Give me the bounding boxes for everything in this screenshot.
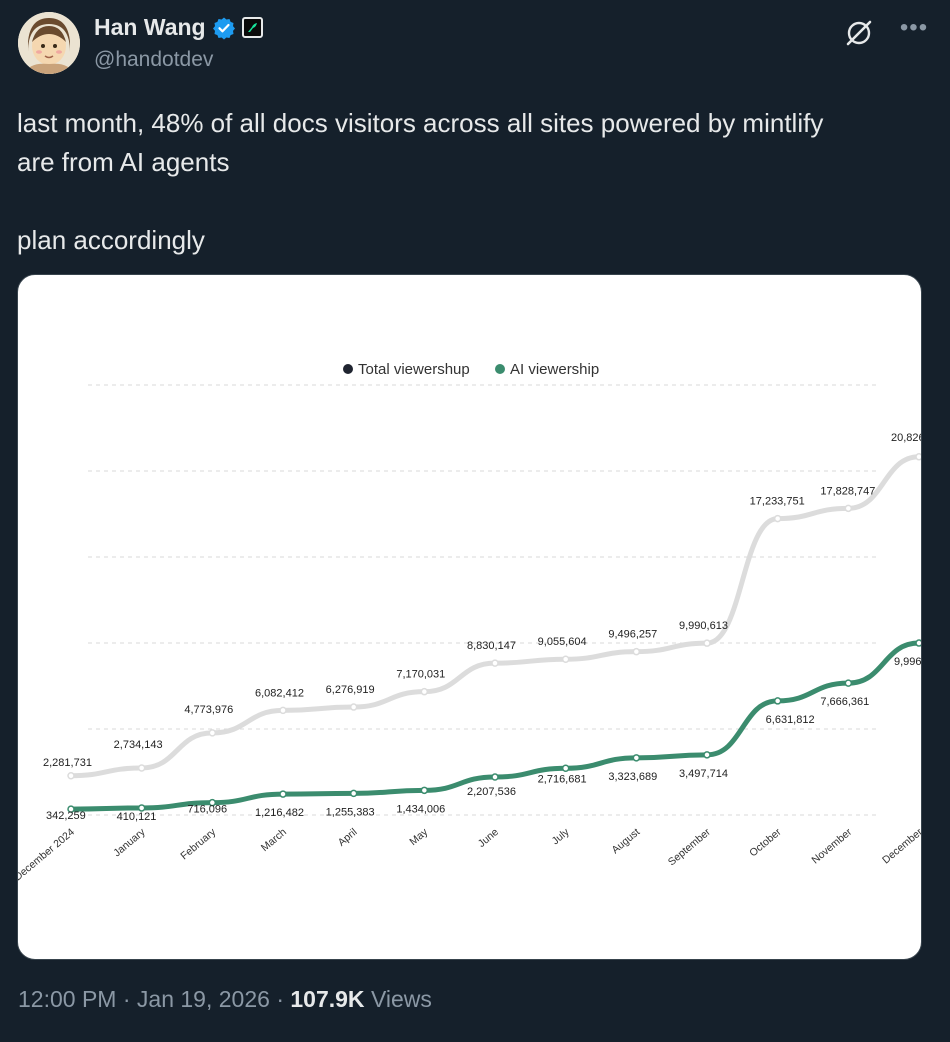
data-point (844, 679, 853, 687)
x-tick-label: August (609, 826, 642, 856)
data-point (208, 798, 217, 807)
views-label: Views (370, 986, 432, 1012)
x-tick-label: December (880, 826, 922, 867)
data-label: 9,496,257 (608, 629, 657, 641)
data-label: 4,773,976 (184, 704, 233, 716)
data-point (420, 687, 429, 696)
x-tick-label: March (259, 826, 289, 854)
data-label: 1,434,006 (396, 803, 445, 815)
data-label: 9,055,604 (538, 636, 587, 648)
data-point (491, 773, 499, 781)
data-point (632, 754, 641, 762)
data-label: 716,096 (187, 804, 227, 816)
tweet-header: Han Wang @handotdev ••• (18, 12, 932, 76)
data-point (844, 504, 853, 513)
avatar-illustration (18, 12, 80, 74)
x-tick-label: November (809, 826, 854, 867)
data-label: 9,996,623 (894, 656, 922, 668)
data-point (137, 764, 146, 772)
x-tick-label: September (666, 826, 713, 869)
x-tick-label: October (747, 826, 784, 860)
tweet-date[interactable]: Jan 19, 2026 (136, 986, 270, 1012)
legend-marker (343, 364, 353, 374)
x-tick-label: December 2024 (18, 826, 77, 883)
x-tick-label: January (111, 826, 148, 860)
data-point (773, 697, 782, 705)
legend-label: Total viewershup (358, 361, 470, 378)
data-label: 1,216,482 (255, 807, 304, 819)
data-label: 6,276,919 (326, 684, 375, 696)
data-point (703, 751, 711, 759)
avatar[interactable] (18, 12, 80, 74)
tweet-footer: 12:00 PM · Jan 19, 2026 · 107.9K Views (18, 986, 432, 1013)
tweet-time[interactable]: 12:00 PM (18, 986, 117, 1012)
data-label: 20,826,298 (891, 432, 922, 444)
data-point (67, 805, 75, 813)
legend-marker (495, 364, 505, 374)
data-label: 6,082,412 (255, 687, 304, 699)
data-point (420, 786, 429, 795)
data-point (915, 453, 921, 461)
x-tick-label: May (407, 826, 430, 848)
grok-icon[interactable] (842, 16, 876, 50)
data-point (561, 655, 570, 663)
verified-badge-icon[interactable] (212, 16, 236, 40)
data-label: 3,497,714 (679, 768, 728, 780)
data-label: 410,121 (117, 811, 157, 823)
data-point (703, 639, 711, 647)
line-chart: Total viewershup AI viewership 2,281,731 2,… (18, 361, 922, 883)
media-card[interactable]: Total viewershup AI viewership 2,281,731 2,… (17, 274, 922, 960)
data-label: 17,233,751 (750, 496, 805, 508)
data-label: 8,830,147 (467, 640, 516, 652)
tweet-text-line: plan accordingly (17, 225, 205, 255)
footer-separator: · (276, 986, 284, 1012)
tweet-text-line: last month, 48% of all docs visitors acr… (17, 108, 824, 138)
data-point (67, 772, 75, 780)
data-point (349, 789, 358, 798)
data-label: 2,281,731 (43, 757, 92, 769)
legend-label: AI viewership (510, 361, 599, 378)
data-label: 17,828,747 (820, 485, 875, 497)
data-point (561, 764, 570, 773)
data-label: 2,734,143 (114, 739, 163, 751)
tweet-text: last month, 48% of all docs visitors acr… (17, 104, 917, 260)
data-label: 7,666,361 (820, 696, 869, 708)
data-point (208, 729, 217, 737)
author-handle[interactable]: @handotdev (94, 48, 214, 71)
data-point (491, 659, 499, 667)
data-label: 6,631,812 (766, 714, 815, 726)
data-label: 2,207,536 (467, 786, 516, 798)
x-tick-label: July (550, 826, 573, 848)
data-point (279, 790, 287, 798)
data-label: 3,323,689 (608, 771, 657, 783)
ai-viewership-line (68, 640, 921, 812)
data-point (279, 706, 287, 715)
x-tick-label: June (476, 826, 501, 850)
author-display-name[interactable]: Han Wang (94, 14, 206, 40)
data-label: 342,259 (46, 810, 86, 822)
data-label: 1,255,383 (326, 806, 375, 818)
footer-separator: · (122, 986, 131, 1012)
x-tick-label: February (178, 826, 218, 863)
tweet-text-line: are from AI agents (17, 147, 230, 177)
data-point (349, 703, 358, 711)
data-label: 2,716,681 (538, 773, 587, 785)
data-point (137, 804, 146, 812)
x-tick-label: April (336, 826, 360, 849)
affiliate-badge-icon[interactable] (241, 17, 263, 38)
data-point (773, 514, 782, 523)
data-label: 7,170,031 (396, 669, 445, 681)
more-icon[interactable]: ••• (899, 14, 929, 41)
data-point (915, 639, 921, 647)
views-count[interactable]: 107.9K (290, 986, 365, 1012)
data-point (632, 647, 641, 656)
author-name-row: Han Wang (94, 14, 263, 41)
data-label: 9,990,613 (679, 620, 728, 632)
